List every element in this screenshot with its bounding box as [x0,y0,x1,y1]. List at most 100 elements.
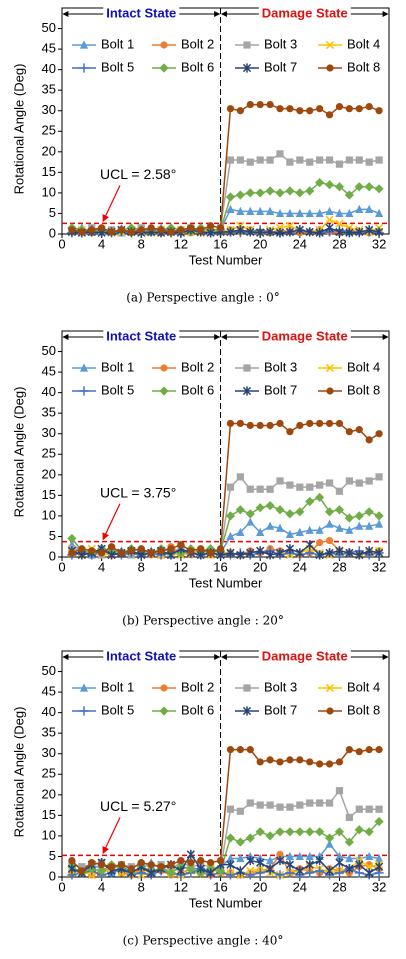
x-tick-label: 28 [332,559,346,574]
marker [316,481,324,489]
marker [226,805,235,813]
marker [365,436,373,444]
marker [275,855,285,866]
marker [316,105,324,113]
marker [365,746,373,754]
marker [305,540,314,550]
legend-item: Bolt 2 [152,36,214,51]
marker [296,107,304,115]
marker [245,188,255,198]
legend-item: Bolt 2 [152,359,214,374]
marker [276,850,284,858]
marker [157,226,165,234]
marker [365,158,373,166]
marker [374,519,384,528]
marker [265,186,275,196]
marker [325,548,334,558]
legend-item: Bolt 2 [152,679,214,694]
marker [98,549,106,557]
marker [226,853,235,863]
marker [326,64,334,72]
x-tick-label: 12 [174,559,188,574]
marker [286,105,294,113]
x-tick-label: 16 [213,879,227,894]
marker [256,228,265,238]
marker [265,831,275,841]
y-tick-label: 45 [42,41,56,56]
legend-item: Bolt 3 [235,36,297,51]
marker [306,483,314,491]
marker [235,837,245,847]
x-tick-label: 4 [98,236,105,251]
marker [67,864,77,874]
marker [197,545,205,553]
damage-label: Damage State [262,328,348,343]
marker [226,419,235,428]
marker [365,225,374,235]
marker [355,860,364,870]
marker [236,107,244,115]
plot-frame [61,330,390,558]
marker [275,827,285,837]
marker [355,748,363,756]
marker [345,746,353,754]
marker [374,184,384,194]
marker [305,496,315,507]
marker [236,225,245,235]
marker [236,156,244,164]
marker [216,856,225,865]
marker [127,865,135,873]
y-tick-label: 30 [42,425,56,440]
y-tick-label: 5 [49,205,56,220]
legend-label: Bolt 2 [181,679,214,694]
marker [236,746,244,754]
x-tick-label: 16 [213,236,227,251]
y-tick-label: 20 [42,143,56,158]
marker [159,386,169,396]
marker [266,801,274,809]
marker [335,851,344,861]
marker [67,533,77,544]
marker [324,507,335,517]
legend-label: Bolt 6 [181,702,214,717]
marker [315,827,325,837]
marker [325,111,334,119]
marker [246,799,254,807]
marker [98,224,106,232]
marker [344,190,354,200]
marker [187,859,195,867]
caption: (c) Perspective angle : 40° [123,934,284,948]
marker [137,226,145,234]
marker [345,477,353,485]
marker [315,525,324,534]
marker [325,363,335,373]
y-tick-label: 20 [42,466,56,481]
marker [79,63,89,73]
marker [78,545,86,553]
marker [296,483,304,491]
x-axis-title: Test Number [189,252,263,267]
marker [117,226,126,234]
x-tick-label: 24 [293,879,307,894]
marker [226,204,235,213]
marker [326,707,334,715]
marker [236,807,244,815]
marker [335,523,344,532]
y-tick-label: 0 [49,548,56,563]
x-tick-label: 8 [138,559,145,574]
marker [306,419,314,428]
marker [276,803,284,811]
marker [177,856,185,865]
marker [78,228,86,236]
ucl-label: UCL = 2.58° [100,166,176,182]
marker [266,421,274,430]
marker [285,186,295,196]
ucl-label: UCL = 5.27° [100,798,176,814]
x-tick-label: 28 [332,236,346,251]
intact-label: Intact State [106,648,176,663]
label-background [103,5,180,21]
marker [226,548,235,558]
legend-label: Bolt 2 [181,36,214,51]
marker [117,861,126,869]
marker [127,228,135,236]
